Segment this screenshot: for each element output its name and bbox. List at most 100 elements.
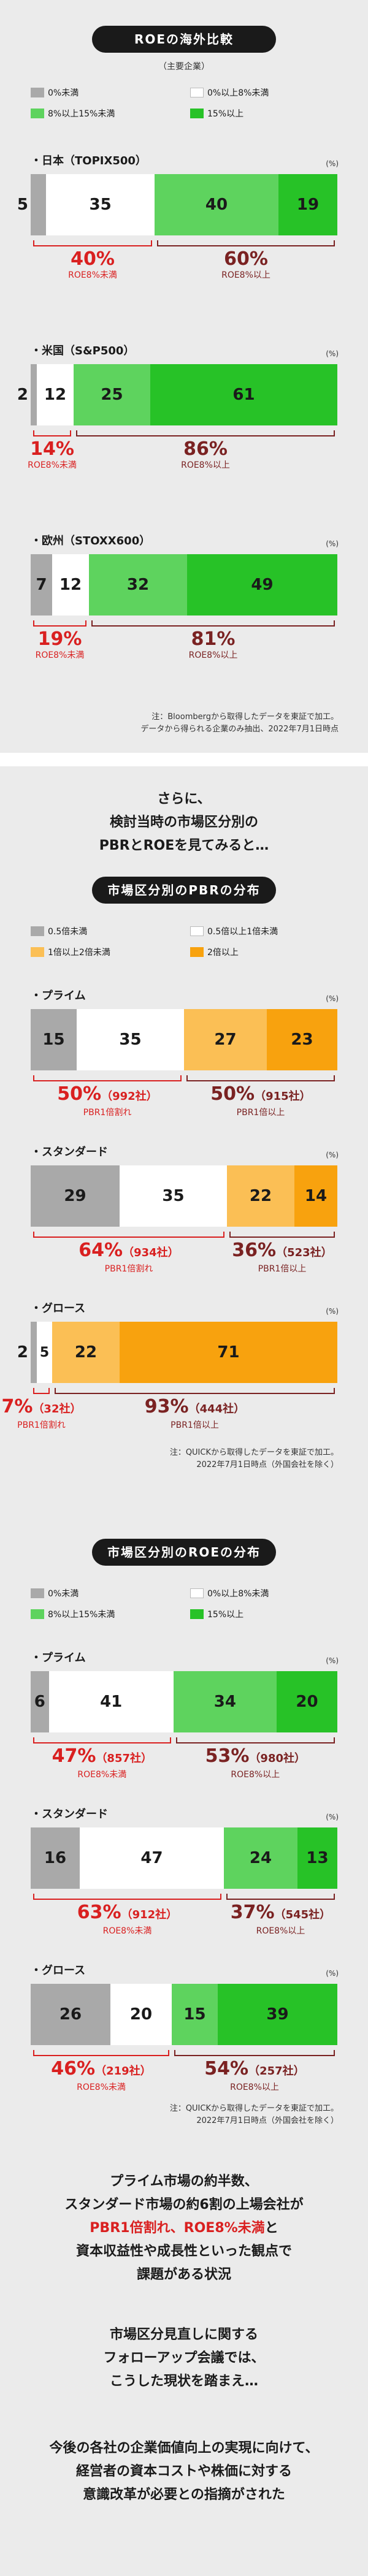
bar-segment: 40 (155, 174, 279, 235)
bar-segment: 27 (184, 1009, 267, 1070)
intro-line: 検討当時の市場区分別の (109, 815, 258, 830)
summary-bracket (33, 620, 86, 627)
note-line: 2022年7月1日時点（外国会社を除く） (196, 2116, 339, 2125)
bar-segment (31, 174, 47, 235)
bar-segment: 15 (31, 1009, 77, 1070)
legend-swatch (190, 1609, 204, 1619)
unit-label: (%) (326, 349, 339, 358)
legend-item: 8%以上15%未満 (31, 108, 115, 120)
group-label: ・グロース (31, 1302, 86, 1315)
value-label: 20 (296, 1693, 318, 1711)
value-label: 49 (251, 576, 274, 594)
bar-segment: 24 (224, 1827, 297, 1889)
value-label: 40 (205, 196, 228, 214)
value-label: 34 (213, 1693, 236, 1711)
summary-pct-value: 14% (30, 438, 74, 460)
summary-percent: 47%（857社） (34, 1746, 169, 1769)
summary-count: （545社） (274, 1908, 331, 1921)
value-label: 7 (36, 576, 47, 594)
legend-label: 0%以上8%未満 (207, 88, 269, 98)
legend-label: 8%以上15%未満 (48, 1610, 115, 1620)
note-line: データから得られる企業のみ抽出、2022年7月1日時点 (140, 725, 339, 734)
conclusion-line: 経営者の資本コストや株価に対する (75, 2464, 292, 2479)
value-label: 22 (74, 1343, 98, 1362)
bar-segment: 13 (297, 1827, 337, 1889)
summary-pct-value: 19% (37, 628, 82, 650)
value-label: 41 (100, 1693, 123, 1711)
legend-item: 0%以上8%未満 (190, 87, 269, 99)
conclusion-block-3: 今後の各社の企業価値向上の実現に向けて、 経営者の資本コストや株価に対する 意識… (0, 2437, 368, 2507)
bar-segment: 29 (31, 1165, 120, 1227)
summary-box: 63%（912社） ROE8%未満 (60, 1902, 195, 1937)
summary-label: ROE8%未満 (68, 270, 117, 280)
summary-pct-value: 40% (71, 248, 115, 270)
summary-percent: 93%（444社） (128, 1397, 263, 1420)
summary-label: PBR1倍以上 (236, 1108, 285, 1118)
value-label: 23 (291, 1031, 313, 1049)
bar-segment (31, 1322, 37, 1383)
summary-box: 81% ROE8%以上 (146, 629, 281, 661)
summary-bracket (91, 620, 335, 627)
summary-bracket (33, 1075, 182, 1081)
value-label: 25 (101, 386, 123, 404)
summary-label: ROE8%以上 (231, 1770, 280, 1780)
conclusion-line: こうした現状を踏まえ… (109, 2374, 258, 2389)
summary-box: 47%（857社） ROE8%未満 (34, 1746, 169, 1780)
legend-label: 0%未満 (48, 1589, 79, 1599)
legend-swatch (31, 926, 44, 936)
summary-count: （219社） (95, 2065, 151, 2078)
legend-label: 8%以上15%未満 (48, 109, 115, 119)
summary-percent: 63%（912社） (60, 1902, 195, 1926)
summary-box: 50%（915社） PBR1倍以上 (193, 1084, 328, 1118)
summary-pct-value: 50% (210, 1083, 255, 1105)
group-label: ・日本（TOPIX500） (31, 154, 147, 167)
bar-segment: 41 (48, 1671, 174, 1732)
value-label: 14 (304, 1187, 328, 1205)
bar-segment: 20 (110, 1984, 172, 2045)
legend-swatch (31, 1588, 44, 1598)
value-label: 15 (183, 2005, 206, 2024)
summary-pct-value: 63% (77, 1902, 121, 1923)
bar-segment: 49 (187, 554, 337, 615)
summary-percent: 81% (146, 629, 281, 650)
source-note: 注：QUICKから取得したデータを東証で加工。 2022年7月1日時点（外国会社… (170, 2103, 339, 2127)
value-label: 35 (119, 1031, 142, 1049)
legend-item: 0%未満 (31, 87, 79, 99)
group-label: ・スタンダード (31, 1146, 108, 1159)
summary-percent: 64%（934社） (61, 1240, 196, 1263)
legend-item: 0%未満 (31, 1588, 79, 1600)
summary-bracket (33, 1737, 171, 1743)
value-label: 15 (42, 1031, 65, 1049)
intro-text: さらに、 検討当時の市場区分別の PBRとROEを見てみると… (0, 788, 368, 858)
legend-swatch (190, 947, 204, 957)
summary-pct-value: 93% (144, 1396, 189, 1417)
pbr-market-section: 市場区分別のPBRの分布 0.5倍未満 0.5倍以上1倍未満 1倍以上2倍未満 2倍以… (0, 858, 368, 1502)
conclusion-line: 資本収益性や成長性といった観点で (75, 2244, 292, 2259)
summary-percent: 50%（992社） (40, 1084, 175, 1107)
value-label: 12 (44, 386, 67, 404)
summary-box: 54%（257社） ROE8%以上 (187, 2059, 322, 2093)
summary-pct-value: 60% (224, 248, 268, 270)
summary-box: 36%（523社） PBR1倍以上 (215, 1240, 350, 1275)
bar-segment: 15 (172, 1984, 218, 2045)
summary-pct-value: 7% (1, 1396, 33, 1417)
bar-segment: 47 (80, 1827, 224, 1889)
note-line: 2022年7月1日時点（外国会社を除く） (196, 1460, 339, 1469)
summary-percent: 19% (0, 629, 128, 650)
summary-pct-value: 86% (183, 438, 228, 460)
group-label: ・プライム (31, 989, 86, 1002)
group-label: ・スタンダード (31, 1808, 108, 1821)
summary-percent: 86% (138, 439, 273, 460)
conclusion-line: 意識改革が必要との指摘がされた (83, 2487, 285, 2502)
summary-count: （32社） (33, 1403, 82, 1416)
summary-percent: 14% (0, 439, 120, 460)
conclusion-line: 市場区分見直しに関する (109, 2327, 258, 2342)
value-label: 26 (59, 2005, 82, 2024)
group-label: ・米国（S&P500） (31, 345, 135, 357)
note-line: 注：QUICKから取得したデータを東証で加工。 (169, 2104, 339, 2113)
value-label: 32 (126, 576, 150, 594)
legend-item: 0.5倍未満 (31, 926, 87, 938)
bar-segment: 32 (89, 554, 187, 615)
bar-segment (31, 364, 37, 425)
conclusion-block-1: プライム市場の約半数、 スタンダード市場の約6割の上場会社が PBR1倍割れ、R… (0, 2170, 368, 2287)
